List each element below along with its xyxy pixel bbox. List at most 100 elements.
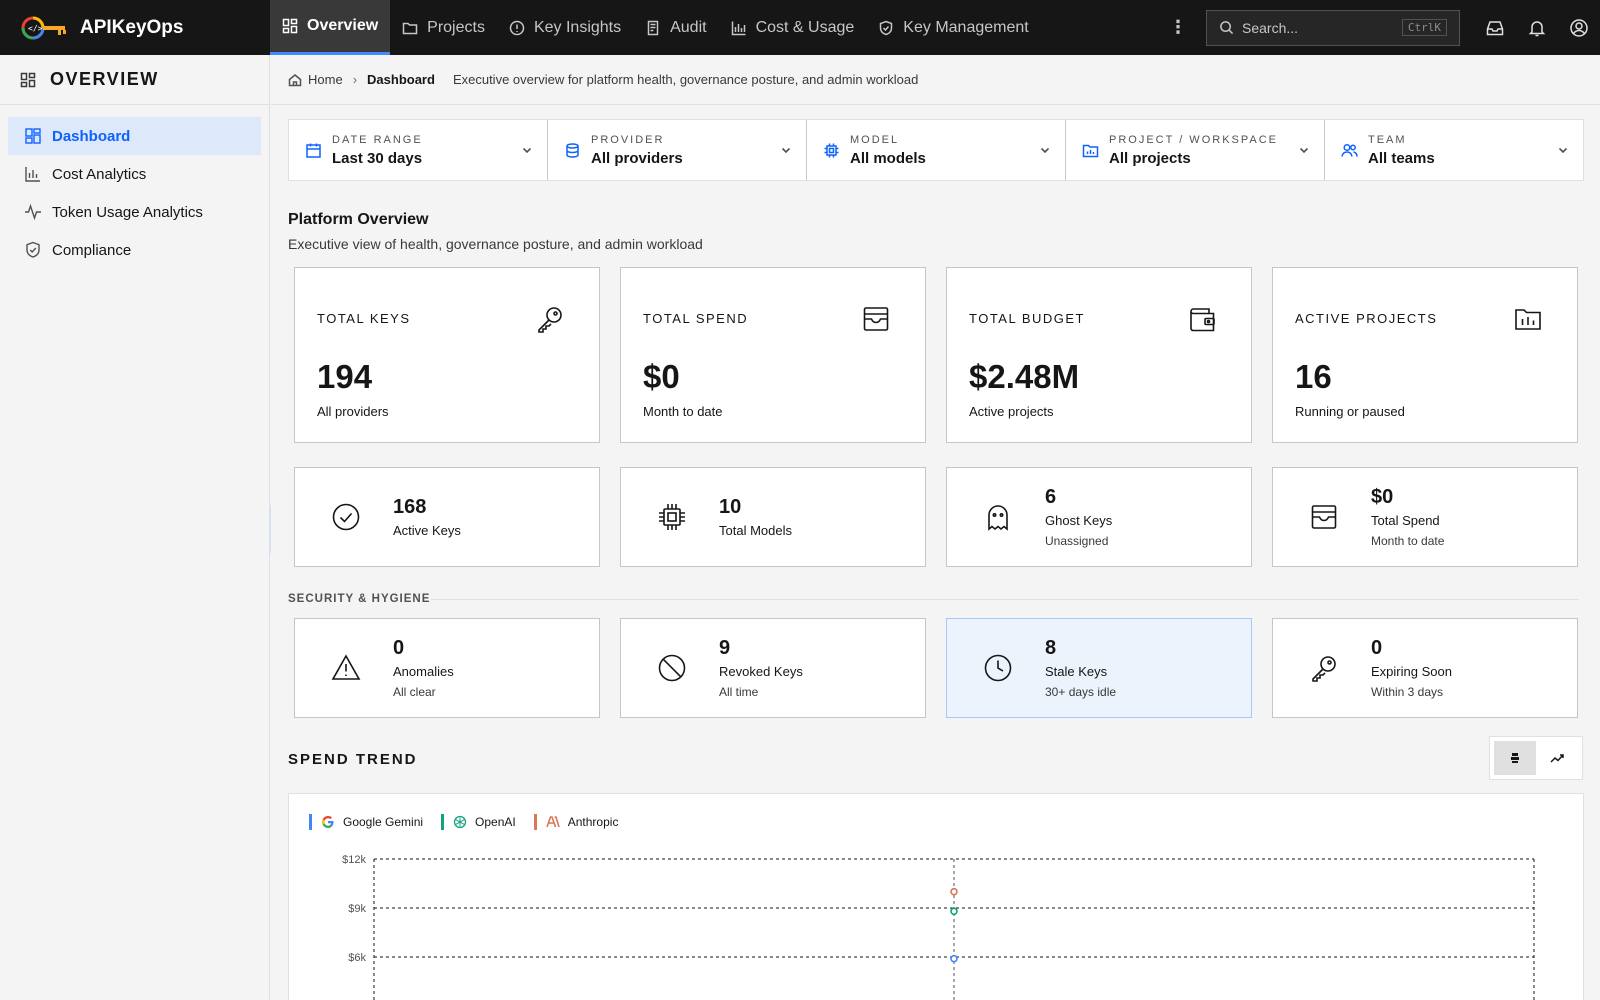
stat-card-active-keys: 168 Active Keys	[294, 467, 600, 567]
sidebar-item-label: Compliance	[52, 241, 132, 259]
key-icon	[538, 307, 562, 333]
filter-value: All models	[850, 149, 926, 167]
kpi-subtitle: Month to date	[643, 404, 723, 419]
sidebar-item-label: Dashboard	[52, 127, 131, 145]
bar-view-button[interactable]	[1494, 741, 1536, 775]
stat-value: 6	[1045, 486, 1057, 508]
stat-card-ghost-keys: 6 Ghost Keys Unassigned	[946, 467, 1252, 567]
kpi-label: TOTAL BUDGET	[969, 311, 1085, 326]
legend-label: Anthropic	[567, 815, 619, 829]
receipt-icon	[863, 307, 889, 331]
main-content: Home › Dashboard Executive overview for …	[271, 55, 1600, 1000]
receipt-icon	[1311, 505, 1337, 529]
wallet-icon	[1190, 308, 1215, 332]
bar-chart-icon	[25, 167, 40, 182]
filter-label: MODEL	[850, 133, 900, 146]
chevron-down-icon	[522, 147, 532, 154]
chart-view-toggle	[1489, 736, 1583, 780]
legend-item-google-gemini[interactable]: Google Gemini	[309, 814, 423, 830]
block-icon	[658, 654, 686, 682]
sidebar-item-token-usage[interactable]: Token Usage Analytics	[8, 193, 261, 231]
security-label: Expiring Soon	[1371, 664, 1452, 679]
stat-value: 168	[393, 496, 427, 518]
sidebar-item-cost-analytics[interactable]: Cost Analytics	[8, 155, 261, 193]
filter-team[interactable]: TEAM All teams	[1325, 120, 1583, 180]
nav-key-insights[interactable]: Key Insights	[497, 0, 633, 55]
filter-provider[interactable]: PROVIDER All providers	[548, 120, 807, 180]
search-shortcut: CtrlK	[1401, 19, 1447, 36]
nav-audit[interactable]: Audit	[633, 0, 718, 55]
nav-overview[interactable]: Overview	[270, 0, 391, 55]
search-input[interactable]	[1242, 19, 1402, 36]
kpi-card-total-spend: TOTAL SPEND $0 Month to date	[620, 267, 926, 443]
chip-icon	[659, 504, 685, 530]
nav-label: Key Management	[903, 18, 1029, 36]
folder-icon	[402, 22, 418, 34]
stat-label: Active Keys	[393, 523, 461, 538]
shield-icon	[880, 20, 893, 35]
stat-label: Total Spend	[1371, 513, 1440, 528]
users-icon	[1341, 143, 1358, 157]
breadcrumb-current: Dashboard	[367, 72, 435, 87]
global-search[interactable]: CtrlK	[1206, 9, 1460, 46]
calendar-icon	[306, 143, 321, 158]
filter-model[interactable]: MODEL All models	[807, 120, 1066, 180]
breadcrumb: Home › Dashboard Executive overview for …	[271, 55, 1600, 105]
legend-item-openai[interactable]: OpenAI	[441, 814, 516, 830]
alert-circle-icon	[509, 20, 525, 35]
filter-project[interactable]: PROJECT / WORKSPACE All projects	[1066, 120, 1325, 180]
sidebar-item-compliance[interactable]: Compliance	[8, 231, 261, 269]
kpi-subtitle: Running or paused	[1295, 404, 1405, 419]
audit-log-icon	[647, 20, 659, 35]
activity-icon	[25, 203, 41, 221]
security-card-expiring-soon[interactable]: 0 Expiring Soon Within 3 days	[1272, 618, 1578, 718]
stat-card-total-models: 10 Total Models	[620, 467, 926, 567]
kpi-card-total-budget: TOTAL BUDGET $2.48M Active projects	[946, 267, 1252, 443]
y-tick-label: $9k	[348, 903, 366, 915]
svg-text:</>: </>	[28, 24, 43, 33]
chip-icon	[824, 143, 839, 157]
nav-key-management[interactable]: Key Management	[866, 0, 1040, 55]
sidebar-menu: Dashboard Cost Analytics Token Usage Ana…	[0, 105, 269, 269]
filter-label: DATE RANGE	[332, 133, 423, 146]
security-subtitle: Within 3 days	[1371, 685, 1444, 699]
more-options-icon[interactable]: ⋮	[1169, 17, 1187, 37]
stacked-bar-icon	[1511, 753, 1519, 763]
legend-item-anthropic[interactable]: Anthropic	[533, 814, 619, 830]
stat-value: 10	[719, 496, 742, 518]
stat-subtitle: Unassigned	[1045, 534, 1109, 548]
nav-label: Audit	[670, 18, 707, 36]
openai-logo-icon	[453, 815, 467, 829]
shield-check-icon	[26, 241, 40, 258]
filter-value: All providers	[591, 149, 683, 167]
key-icon	[1312, 656, 1336, 682]
chevron-down-icon	[1040, 147, 1050, 154]
breadcrumb-home[interactable]: Home	[308, 72, 343, 87]
search-icon	[1220, 21, 1234, 35]
security-card-stale-keys[interactable]: 8 Stale Keys 30+ days idle	[946, 618, 1252, 718]
user-profile-button[interactable]	[1558, 0, 1600, 55]
notifications-button[interactable]	[1516, 0, 1558, 55]
warning-icon	[331, 654, 361, 680]
security-card-anomalies[interactable]: 0 Anomalies All clear	[294, 618, 600, 718]
nav-cost-usage[interactable]: Cost & Usage	[719, 0, 867, 55]
filter-date-range[interactable]: DATE RANGE Last 30 days	[289, 120, 548, 180]
y-tick-label: $12k	[342, 854, 366, 866]
kpi-label: ACTIVE PROJECTS	[1295, 311, 1438, 326]
security-card-revoked-keys[interactable]: 9 Revoked Keys All time	[620, 618, 926, 718]
security-subtitle: All clear	[393, 685, 436, 699]
security-label: Anomalies	[393, 664, 454, 679]
app-logo-icon: </>	[21, 16, 66, 39]
inbox-button[interactable]	[1474, 0, 1516, 55]
app-name: APIKeyOps	[80, 16, 184, 38]
security-value: 0	[1371, 637, 1383, 659]
top-navigation-bar: </> APIKeyOps Overview Projects Key Insi…	[0, 0, 1600, 55]
nav-label: Overview	[307, 17, 379, 34]
legend-label: OpenAI	[475, 815, 516, 829]
nav-projects[interactable]: Projects	[390, 0, 497, 55]
folder-chart-icon	[1515, 309, 1541, 330]
line-view-button[interactable]	[1536, 741, 1578, 775]
brand[interactable]: </> APIKeyOps	[0, 0, 270, 55]
sidebar-item-dashboard[interactable]: Dashboard	[8, 117, 261, 155]
kpi-value: $0	[643, 358, 680, 395]
